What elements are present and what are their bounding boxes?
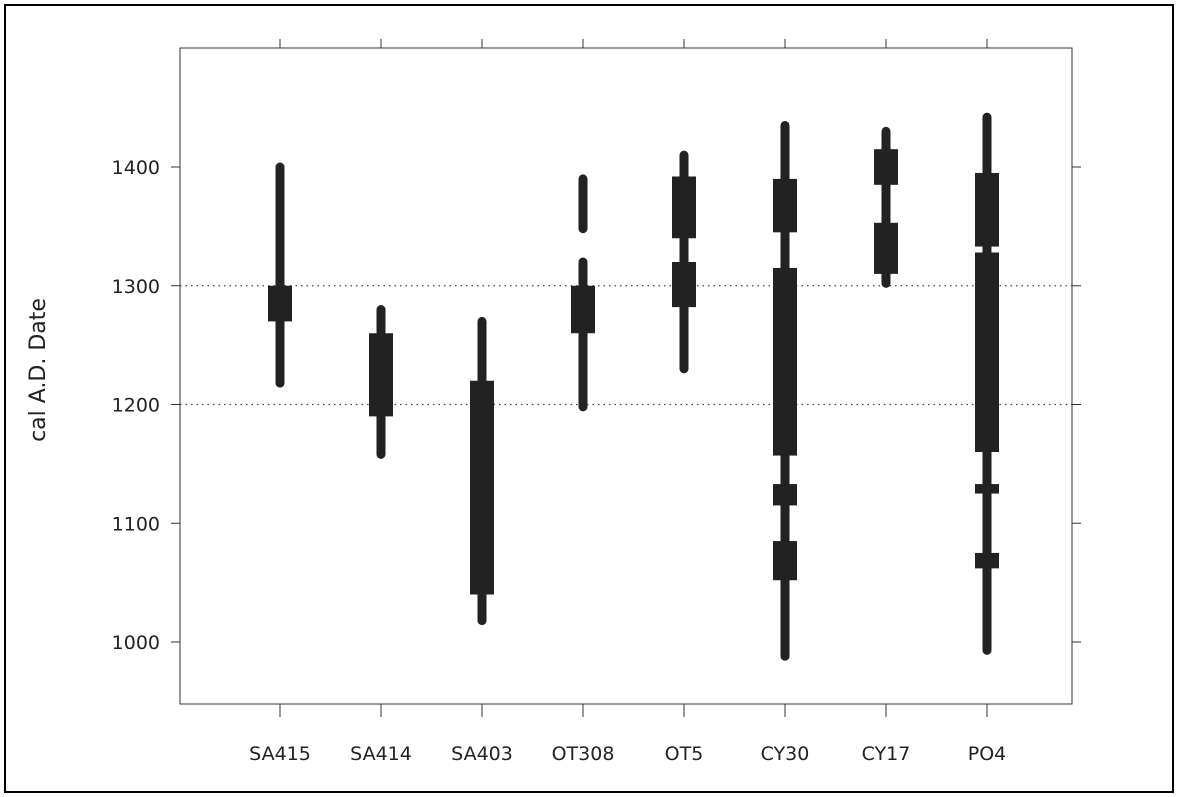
x-axis: SA415 SA414 SA403 OT308 OT5 CY30 CY17 PO4	[249, 39, 1006, 765]
range-68-box	[773, 484, 797, 506]
y-tick-label: 1100	[112, 513, 160, 535]
y-tick-label: 1400	[112, 157, 160, 179]
range-68-box	[975, 484, 999, 494]
range-68-box	[773, 178, 797, 233]
range-68-box	[773, 541, 797, 581]
y-axis-title: cal A.D. Date	[26, 298, 51, 442]
range-68-box	[874, 222, 898, 274]
plot-frame	[179, 47, 1073, 705]
range-68-box	[672, 176, 696, 239]
reference-lines	[180, 285, 1072, 406]
range-68-box	[268, 285, 292, 322]
range-68-box	[975, 252, 999, 452]
x-tick-label: PO4	[968, 743, 1007, 765]
range-marks	[268, 112, 999, 661]
x-tick-label: OT308	[552, 743, 615, 765]
y-tick-label: 1200	[112, 395, 160, 417]
x-tick-label: OT5	[665, 743, 704, 765]
x-tick-label: CY17	[862, 743, 911, 765]
range-68-box	[975, 172, 999, 247]
range-68-box	[672, 262, 696, 308]
x-tick-label: SA415	[249, 743, 311, 765]
outer-border	[4, 4, 1174, 793]
range-68-box	[874, 149, 898, 185]
y-tick-label: 1300	[112, 276, 160, 298]
range-68-box	[571, 285, 595, 334]
x-tick-label: CY30	[761, 743, 810, 765]
range-68-box	[369, 333, 393, 417]
range-68-box	[773, 267, 797, 456]
x-tick-label: SA403	[451, 743, 513, 765]
x-tick-label: SA414	[350, 743, 412, 765]
range-68-box	[470, 380, 494, 595]
y-axis: 1000 1100 1200 1300 1400	[112, 157, 1081, 654]
y-tick-label: 1000	[112, 632, 160, 654]
range-68-box	[975, 552, 999, 569]
